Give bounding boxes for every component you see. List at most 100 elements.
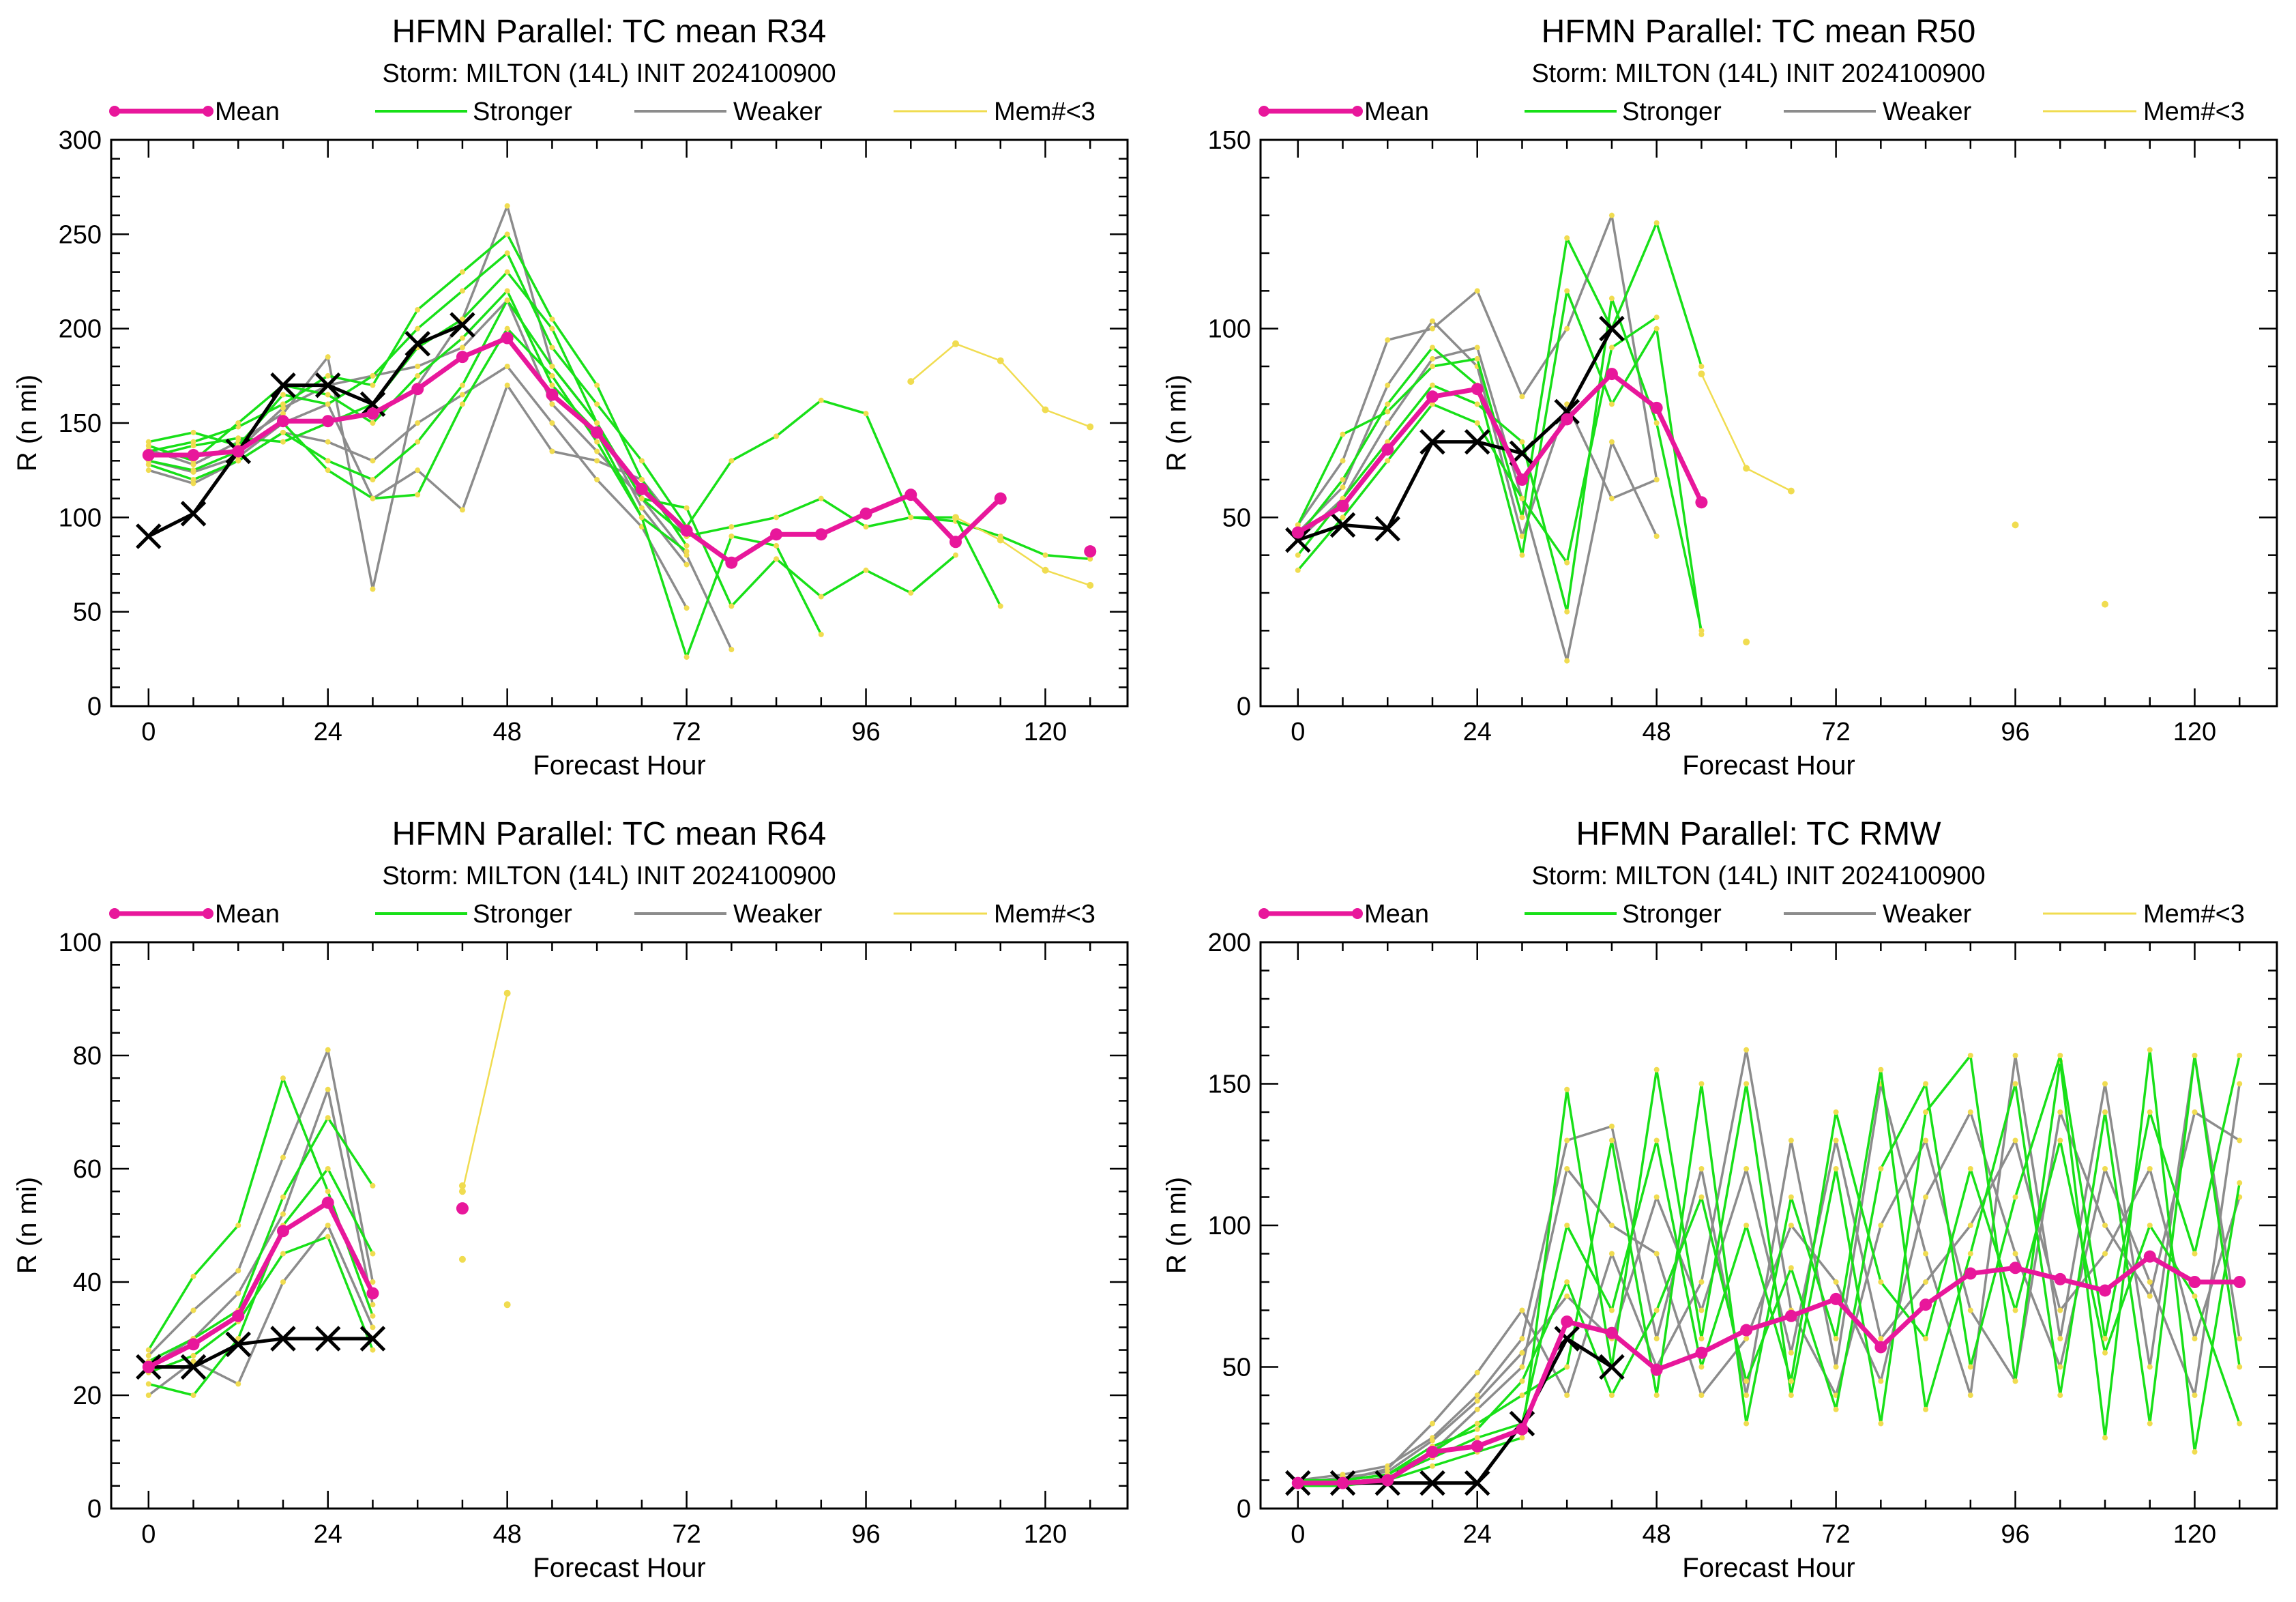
- series-point-stronger: [953, 552, 959, 558]
- series-point-mem-3: [1087, 423, 1094, 431]
- series-point-mean: [725, 556, 738, 569]
- series-point-weaker: [1788, 1137, 1794, 1144]
- series-point-mem-3: [907, 378, 915, 385]
- series-point-stronger: [2192, 1293, 2198, 1299]
- y-tick-label: 150: [1208, 1071, 1251, 1099]
- series-point-weaker: [1698, 1279, 1705, 1285]
- series-point-stronger: [1519, 439, 1525, 445]
- series-point-stronger: [415, 307, 421, 312]
- series-point-stronger: [2102, 1435, 2108, 1441]
- series-point-stronger: [1519, 514, 1525, 521]
- series-point-stronger: [2057, 1137, 2063, 1144]
- series-point-weaker: [1608, 495, 1615, 501]
- series-point-weaker: [1564, 1137, 1570, 1144]
- series-point-stronger: [1698, 1364, 1705, 1370]
- series-point-weaker: [1429, 325, 1435, 332]
- series-point-stronger: [145, 1347, 151, 1353]
- series-point-stronger: [1429, 364, 1435, 369]
- observed-marker: [1464, 428, 1490, 455]
- series-point-mean: [994, 492, 1007, 505]
- series-point-weaker: [1519, 1350, 1525, 1356]
- series-point-stronger: [1519, 1393, 1525, 1398]
- series-point-mem-3-points: [503, 1301, 511, 1309]
- series-line-mean: [148, 336, 1003, 566]
- series-point-weaker: [1788, 1223, 1794, 1228]
- legend-weaker-label: Weaker: [1883, 900, 1972, 929]
- series-point-stronger: [1519, 1435, 1525, 1441]
- series-point-stronger: [1833, 1166, 1839, 1171]
- series-point-weaker: [728, 647, 735, 652]
- series-point-mean: [1964, 1267, 1977, 1280]
- series-point-mean: [1336, 1476, 1349, 1489]
- series-point-weaker: [459, 392, 465, 398]
- series-point-mean: [1291, 526, 1304, 539]
- series-point-weaker: [1833, 1137, 1839, 1144]
- series-point-weaker: [1429, 1438, 1435, 1444]
- series-point-stronger: [594, 382, 600, 388]
- series-point-mean: [1336, 499, 1349, 512]
- series-point-weaker: [1340, 458, 1346, 464]
- series-point-stronger: [459, 335, 465, 341]
- series-point-stronger: [1087, 556, 1093, 562]
- series-line-stronger: [148, 270, 957, 608]
- series-point-stronger: [280, 1251, 286, 1257]
- series-point-stronger: [1698, 1336, 1705, 1341]
- x-tick-label: 48: [493, 718, 522, 746]
- series-point-mean: [411, 383, 424, 396]
- series-point-stronger: [1564, 235, 1570, 241]
- y-axis-label: R (n mi): [12, 375, 42, 471]
- series-point-stronger: [1743, 1223, 1750, 1228]
- series-point-weaker: [1564, 401, 1570, 407]
- chart-rmw: 0 24 48 72 96 120 0 50 100 150 200 Forecast Hour R (…: [1162, 929, 2278, 1583]
- panel-r64: HFMN Parallel: TC mean R64 Storm: MILTON…: [12, 816, 1129, 1583]
- series-point-mean: [501, 332, 514, 345]
- series-point-stronger: [1385, 401, 1391, 407]
- series-point-stronger: [190, 429, 196, 435]
- series-point-mean: [591, 426, 604, 439]
- series-point-mem-3: [952, 340, 960, 347]
- y-tick-label: 0: [1237, 693, 1251, 721]
- panel-r50: HFMN Parallel: TC mean R50 Storm: MILTON…: [1162, 14, 2278, 781]
- series-point-stronger: [638, 458, 645, 464]
- series-point-weaker: [1967, 1393, 1973, 1398]
- series-point-stronger: [774, 433, 780, 439]
- series-point-weaker: [1698, 1307, 1705, 1313]
- series-point-weaker: [1564, 658, 1570, 664]
- series-point-stronger: [190, 1393, 196, 1398]
- series-point-stronger: [1743, 1421, 1750, 1427]
- series-point-stronger: [1653, 1137, 1660, 1144]
- series-point-weaker: [1474, 1398, 1480, 1404]
- series-point-weaker: [2147, 1293, 2153, 1299]
- series-point-stronger: [145, 1381, 151, 1387]
- series-point-stronger: [280, 401, 286, 407]
- panel-rmw: HFMN Parallel: TC RMW Storm: MILTON (14L…: [1162, 816, 2278, 1583]
- y-tick-label: 200: [59, 315, 102, 344]
- series-point-weaker: [2012, 1053, 2018, 1058]
- series-line-weaker: [1297, 1054, 2241, 1482]
- series-point-weaker: [1474, 1369, 1480, 1375]
- series-point-weaker: [459, 345, 465, 351]
- series-point-weaker: [2102, 1223, 2108, 1228]
- series-point-mean: [1605, 368, 1618, 381]
- series-point-stronger: [774, 556, 780, 562]
- series-point-stronger: [1967, 1251, 1973, 1257]
- x-tick-label: 96: [2001, 718, 2029, 746]
- panel-r34: HFMN Parallel: TC mean R34 Storm: MILTON…: [12, 14, 1129, 781]
- x-axis-label: Forecast Hour: [1682, 1553, 1855, 1583]
- series-point-mem-3: [1087, 581, 1094, 589]
- legend: Mean Stronger Weaker Mem#<3: [1259, 900, 2245, 929]
- series-point-weaker: [370, 1279, 376, 1285]
- y-tick-label: 150: [1208, 126, 1251, 155]
- x-tick-label: 120: [1024, 718, 1067, 746]
- series-point-mem-3: [1698, 370, 1705, 378]
- series-point-stronger: [190, 477, 196, 482]
- series-point-weaker: [190, 1307, 196, 1313]
- series-point-mean: [276, 415, 289, 428]
- series-point-stronger: [370, 1182, 376, 1189]
- series-point-weaker: [683, 605, 690, 611]
- series-point-stronger: [1653, 1393, 1660, 1398]
- series-point-stronger: [1564, 288, 1570, 294]
- series-point-stronger: [1833, 1109, 1839, 1115]
- series-point-stronger: [594, 420, 600, 426]
- series-point-weaker: [594, 448, 600, 454]
